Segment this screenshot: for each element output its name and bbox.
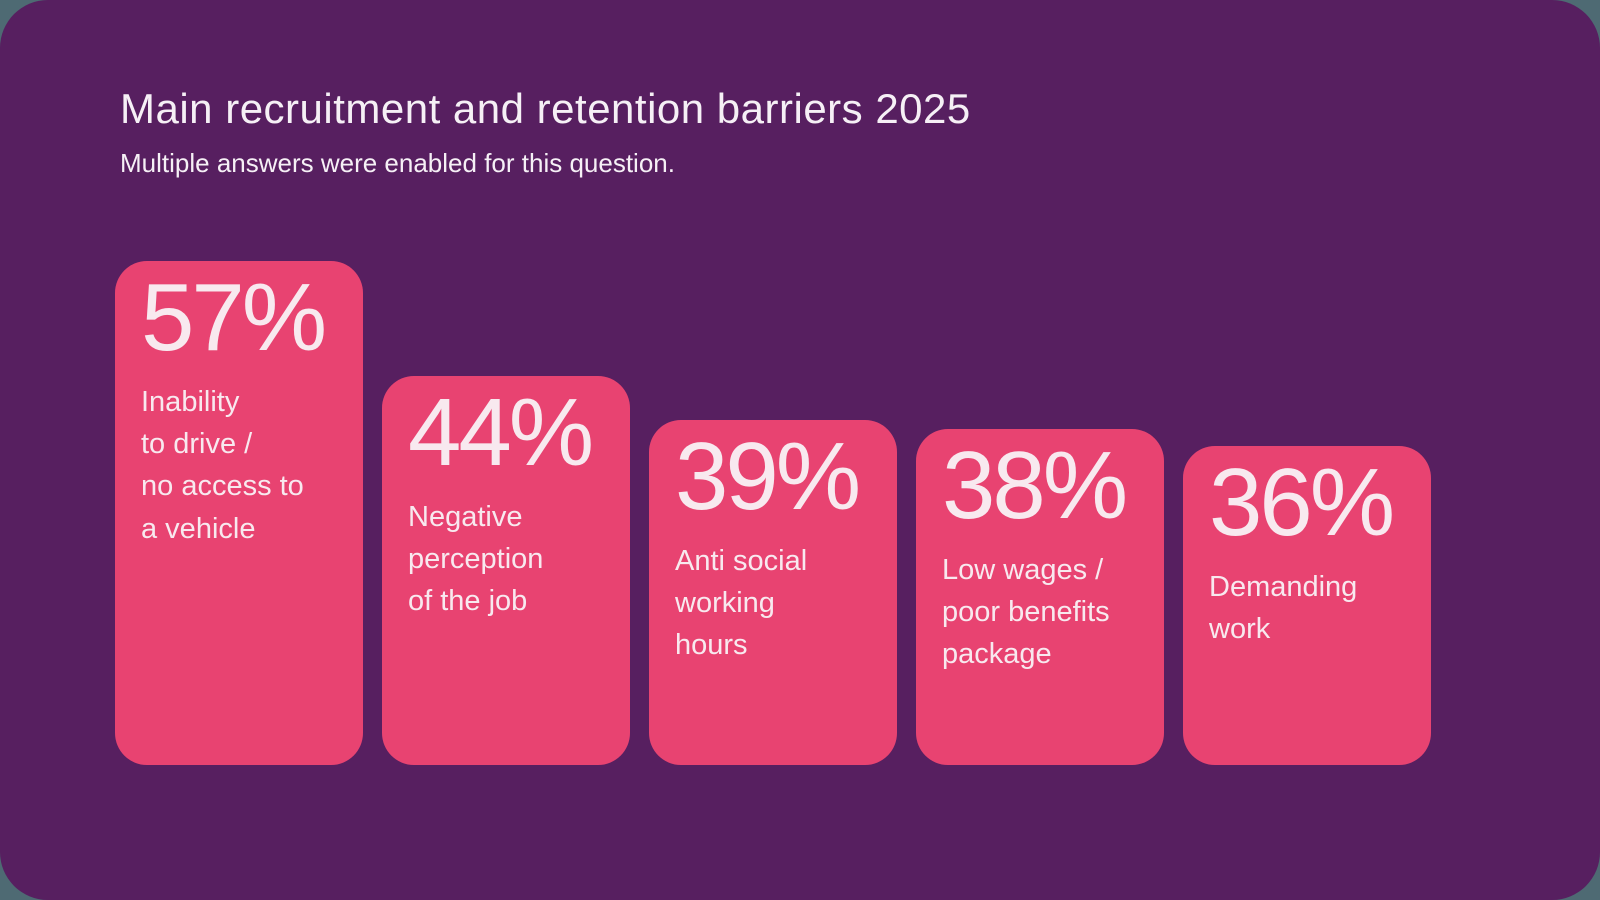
bar-category-label: Demanding work — [1209, 571, 1358, 646]
bar-category-label: Low wages / poor benefits package — [942, 554, 1110, 671]
bar-value-label: 44% — [408, 379, 594, 486]
chart-header: Main recruitment and retention barriers … — [120, 84, 971, 180]
bar-category-label: Anti social working hours — [675, 545, 808, 662]
bar-card: 57% Inability to drive / no access to a … — [115, 261, 363, 765]
bar-value-label: 36% — [1209, 449, 1395, 556]
bar-value-label: 57% — [141, 264, 327, 371]
bar-card: 36% Demanding work — [1183, 446, 1431, 765]
page-subtitle: Multiple answers were enabled for this q… — [120, 148, 675, 179]
bar-card: 38% Low wages / poor benefits package — [916, 429, 1164, 765]
bar-chart: 57% Inability to drive / no access to a … — [115, 261, 1431, 765]
bar-card: 39% Anti social working hours — [649, 420, 897, 765]
bar-category-label: Inability to drive / no access to a vehi… — [141, 386, 304, 545]
bar-value-label: 38% — [942, 432, 1128, 539]
bar-value-label: 39% — [675, 423, 861, 530]
bar-card: 44% Negative perception of the job — [382, 376, 630, 765]
page-title: Main recruitment and retention barriers … — [120, 85, 971, 132]
bar-category-label: Negative perception of the job — [408, 501, 544, 618]
